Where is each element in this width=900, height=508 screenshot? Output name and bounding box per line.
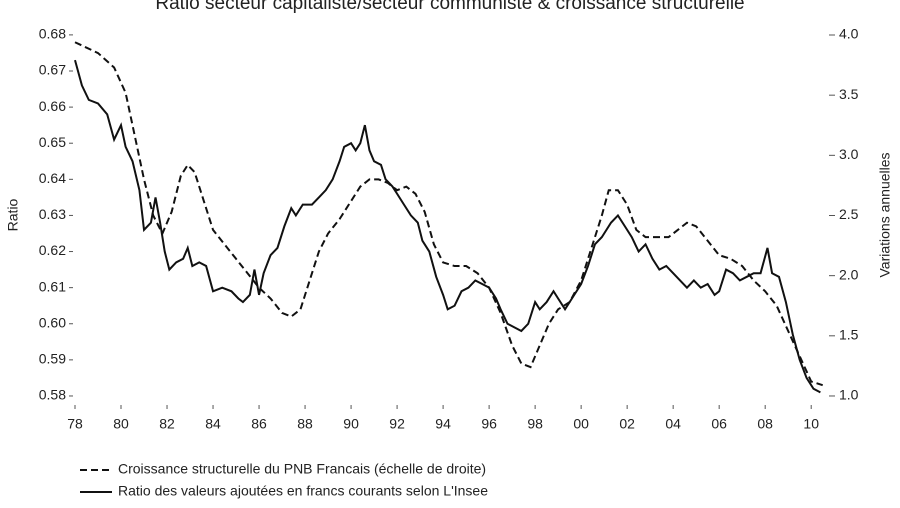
y-tick-label: 0.63 xyxy=(39,206,66,222)
legend-label: Croissance structurelle du PNB Francais … xyxy=(118,461,486,477)
y2-tick-label: 3.0 xyxy=(839,146,859,162)
y-tick-label: 0.65 xyxy=(39,134,66,150)
y2-tick-label: 4.0 xyxy=(839,26,859,42)
y2-tick-label: 3.5 xyxy=(839,86,859,102)
y-tick-label: 0.64 xyxy=(39,170,66,186)
y2-tick-label: 1.0 xyxy=(839,387,859,403)
y2-tick-label: 2.0 xyxy=(839,266,859,282)
x-tick-label: 06 xyxy=(711,416,727,432)
legend-label: Ratio des valeurs ajoutées en francs cou… xyxy=(118,483,488,499)
y-axis-label: Ratio xyxy=(5,198,21,231)
y-tick-label: 0.58 xyxy=(39,387,66,403)
y-tick-label: 0.62 xyxy=(39,242,66,258)
x-tick-label: 82 xyxy=(159,416,175,432)
x-tick-label: 08 xyxy=(757,416,773,432)
x-tick-label: 10 xyxy=(803,416,819,432)
y-tick-label: 0.67 xyxy=(39,62,66,78)
x-tick-label: 80 xyxy=(113,416,129,432)
x-tick-label: 96 xyxy=(481,416,497,432)
series-line xyxy=(74,41,823,387)
y-tick-label: 0.61 xyxy=(39,278,66,294)
x-tick-label: 02 xyxy=(619,416,635,432)
y2-axis-label: Variations annuelles xyxy=(877,152,893,277)
y-tick-label: 0.68 xyxy=(39,26,66,42)
y-tick-label: 0.66 xyxy=(39,98,66,114)
y2-tick-label: 2.5 xyxy=(839,206,859,222)
y-tick-label: 0.59 xyxy=(39,351,66,367)
y2-tick-label: 1.5 xyxy=(839,327,859,343)
chart-title: Ratio secteur capitaliste/secteur commun… xyxy=(155,0,744,14)
x-tick-label: 90 xyxy=(343,416,359,432)
x-tick-label: 92 xyxy=(389,416,405,432)
series-line xyxy=(74,59,821,394)
x-tick-label: 88 xyxy=(297,416,313,432)
x-tick-label: 00 xyxy=(573,416,589,432)
y-tick-label: 0.60 xyxy=(39,314,66,330)
x-tick-label: 94 xyxy=(435,416,451,432)
x-tick-label: 04 xyxy=(665,416,681,432)
x-tick-label: 78 xyxy=(67,416,83,432)
x-tick-label: 98 xyxy=(527,416,543,432)
x-tick-label: 86 xyxy=(251,416,267,432)
x-tick-label: 84 xyxy=(205,416,221,432)
